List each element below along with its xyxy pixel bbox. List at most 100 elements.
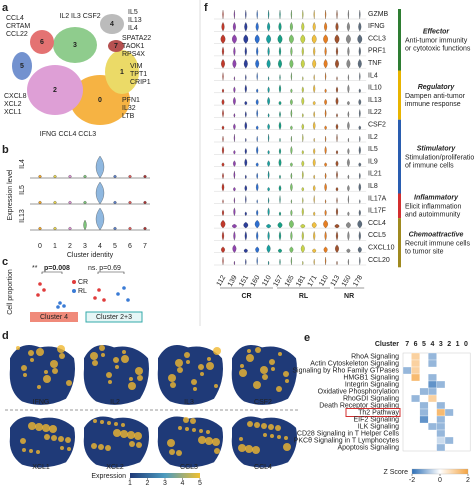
violin <box>290 146 293 155</box>
label: Cell proportion <box>7 269 14 315</box>
violin <box>347 185 350 192</box>
label: Death Receptor Signaling <box>319 402 399 409</box>
hotspot <box>115 365 119 369</box>
hotspot <box>58 436 64 442</box>
violin <box>278 121 282 130</box>
label: CXCL8 <box>4 93 27 100</box>
violin <box>255 22 259 32</box>
hotspot <box>65 437 71 443</box>
hotspot <box>239 437 243 441</box>
label: IL13 <box>19 209 26 223</box>
hotspot <box>247 421 253 427</box>
violin <box>222 72 224 81</box>
label: 139 <box>227 274 239 288</box>
hotspot <box>129 441 135 447</box>
hotspot <box>120 430 128 438</box>
violin <box>302 113 304 118</box>
violin <box>232 22 236 32</box>
dot <box>56 305 60 309</box>
label: Actin Cytoskeleton Signaling <box>310 360 399 367</box>
dot <box>58 301 62 305</box>
violin <box>358 98 362 106</box>
heatmap-cell <box>436 443 446 452</box>
violin <box>279 195 281 204</box>
label: Apoptosis Signaling <box>338 444 400 451</box>
label: IL5 <box>19 185 26 195</box>
violin <box>357 59 362 69</box>
tissue-map <box>83 416 149 468</box>
violin <box>357 34 363 44</box>
violin <box>358 231 361 241</box>
label: RhoA Signaling <box>351 353 399 360</box>
cluster-blob <box>100 14 124 34</box>
violin <box>278 100 282 106</box>
label: XCL1 <box>4 109 22 116</box>
heatmap-cell <box>428 387 437 396</box>
label: RhoGDI Signaling <box>343 395 399 402</box>
violin <box>335 187 339 192</box>
violin <box>311 221 317 229</box>
violin <box>313 258 315 266</box>
hotspot <box>44 434 50 440</box>
label: IL4 <box>19 159 26 169</box>
hotspot <box>136 442 142 448</box>
label: Expression <box>91 473 126 480</box>
violin <box>244 100 248 106</box>
violin <box>312 59 317 69</box>
violin <box>222 9 224 20</box>
label: IFNG CCL4 CCL3 <box>40 131 97 138</box>
violin <box>324 209 327 216</box>
violin <box>301 150 304 155</box>
label: IL4 <box>128 25 138 32</box>
violin <box>245 137 247 143</box>
violin <box>222 209 224 216</box>
label: CCL3 <box>180 464 198 471</box>
heatmap-cell <box>419 408 429 417</box>
violin <box>325 135 327 143</box>
violin <box>335 231 339 241</box>
violin <box>301 86 304 93</box>
violin <box>289 59 294 69</box>
violin <box>301 187 304 192</box>
label: 3 <box>73 42 77 49</box>
violin <box>336 197 338 204</box>
label: CCL3 <box>368 35 386 42</box>
violin <box>267 113 270 118</box>
hotspot <box>42 424 50 432</box>
panel-label: b <box>2 144 9 156</box>
violin <box>347 158 350 167</box>
label: 2 <box>68 243 72 250</box>
violin <box>313 121 316 130</box>
violin <box>220 34 226 44</box>
violin <box>290 231 293 241</box>
label: IL8 <box>368 183 378 190</box>
label: 5 <box>422 341 426 348</box>
label: XCL2 <box>4 101 22 108</box>
cluster-blob <box>30 30 54 54</box>
violin <box>335 160 339 167</box>
hotspot <box>261 423 267 429</box>
label: RL <box>299 293 309 300</box>
hotspot <box>169 449 175 455</box>
heatmap-cell <box>436 436 446 445</box>
hotspot <box>170 382 176 388</box>
violin <box>68 174 72 179</box>
tissue-map <box>9 344 75 405</box>
hotspot <box>114 422 118 426</box>
label: CCL5 <box>368 232 386 239</box>
colorbar <box>130 473 200 478</box>
heatmap-cell <box>428 373 437 382</box>
violin <box>267 46 270 57</box>
hotspot <box>44 370 48 374</box>
label: PKCθ Signaling in T Lymphocytes <box>294 437 400 444</box>
hotspot <box>283 371 289 377</box>
heatmap-cell <box>436 429 446 438</box>
hotspot <box>108 380 112 384</box>
violin <box>336 86 338 93</box>
hotspot <box>28 350 34 356</box>
label: 178 <box>352 274 364 288</box>
hotspot <box>276 386 282 392</box>
hotspot <box>238 444 246 452</box>
violin <box>325 256 327 266</box>
hotspot <box>28 422 36 430</box>
